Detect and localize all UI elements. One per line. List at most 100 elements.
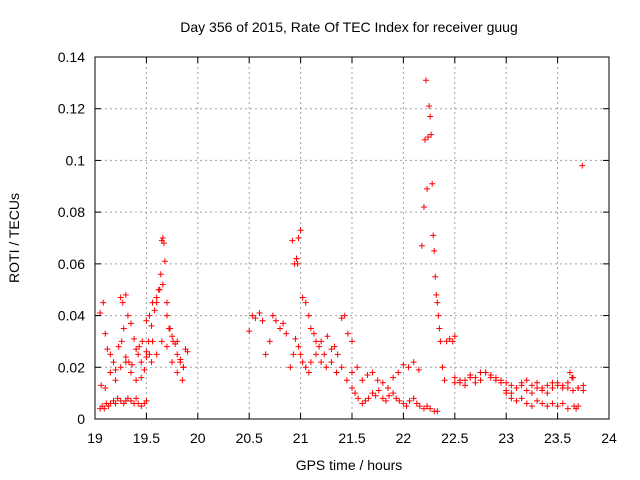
data-point [544, 390, 551, 397]
data-point [534, 379, 541, 386]
data-point [159, 235, 166, 241]
data-point [146, 351, 153, 358]
data-point [122, 359, 129, 366]
data-point [153, 294, 160, 301]
data-point [575, 403, 582, 410]
data-point [421, 136, 428, 143]
data-point [299, 359, 306, 366]
data-point [180, 364, 187, 371]
data-point [462, 377, 469, 384]
data-point [313, 351, 320, 358]
data-point [313, 338, 320, 345]
data-point [333, 369, 340, 376]
data-point [503, 379, 510, 386]
data-point [297, 351, 304, 358]
data-point [487, 374, 494, 381]
data-point [148, 322, 155, 329]
data-point [369, 390, 376, 397]
data-point [310, 330, 317, 337]
data-point [129, 361, 136, 368]
data-point [302, 299, 309, 306]
data-point [272, 317, 279, 324]
data-point [174, 369, 181, 376]
data-point [544, 403, 551, 410]
data-point [321, 351, 328, 358]
data-point [110, 359, 117, 366]
data-point [124, 312, 131, 319]
chart-title: Day 356 of 2015, Rate Of TEC Index for r… [180, 19, 517, 35]
data-point [331, 343, 338, 350]
data-point [163, 312, 170, 319]
data-point [349, 338, 355, 345]
data-point [135, 351, 142, 358]
data-point [523, 377, 530, 384]
data-point [395, 369, 402, 376]
data-point [467, 372, 474, 379]
data-point [169, 333, 176, 340]
data-point [102, 384, 109, 391]
data-point [292, 335, 299, 342]
data-point [100, 299, 107, 306]
data-point [148, 359, 155, 366]
data-point [451, 374, 458, 381]
data-point [338, 364, 345, 371]
data-point [163, 299, 170, 306]
data-point [143, 317, 150, 324]
data-point [153, 299, 160, 306]
data-point [117, 364, 124, 371]
data-point [566, 369, 573, 376]
data-point [127, 369, 134, 376]
data-point [318, 359, 325, 366]
data-point [305, 312, 312, 319]
data-point [580, 387, 587, 394]
data-point [427, 405, 434, 412]
data-point [382, 397, 389, 404]
x-tick-label: 21.5 [338, 430, 365, 446]
data-point [328, 359, 335, 366]
data-point [117, 294, 124, 301]
data-point [135, 400, 142, 407]
x-tick-label: 19 [87, 430, 103, 446]
data-point [386, 392, 393, 399]
data-point [523, 387, 530, 394]
data-point [384, 384, 391, 391]
data-point [341, 312, 348, 319]
data-point [403, 403, 410, 410]
data-point [508, 390, 515, 397]
data-point [290, 351, 297, 358]
data-point [539, 387, 546, 394]
data-point [299, 294, 306, 301]
data-point [437, 338, 444, 345]
x-tick-label: 23.5 [544, 430, 571, 446]
data-point [379, 379, 386, 386]
data-point [136, 343, 143, 350]
y-tick-label: 0.06 [58, 256, 85, 272]
data-point [451, 333, 458, 340]
data-point [133, 395, 140, 402]
data-point [256, 309, 263, 316]
data-point [425, 134, 432, 141]
data-point [138, 359, 145, 366]
data-point [518, 395, 525, 402]
data-point [443, 338, 450, 345]
data-point [359, 400, 366, 407]
data-point [528, 382, 535, 389]
data-point [163, 343, 170, 350]
y-tick-label: 0.02 [58, 359, 85, 375]
grid-lines [95, 57, 609, 419]
data-point [420, 203, 427, 210]
data-point [420, 405, 427, 412]
data-point [418, 242, 425, 249]
data-point [482, 369, 489, 376]
y-tick-label: 0.14 [58, 49, 85, 65]
data-point [559, 400, 566, 407]
data-point [568, 374, 575, 381]
data-point [523, 400, 530, 407]
data-point [117, 397, 124, 404]
data-point [528, 390, 535, 397]
data-point [415, 366, 422, 373]
data-point [169, 359, 176, 366]
data-point [112, 366, 119, 373]
data-point [122, 353, 129, 360]
data-point [410, 395, 417, 402]
